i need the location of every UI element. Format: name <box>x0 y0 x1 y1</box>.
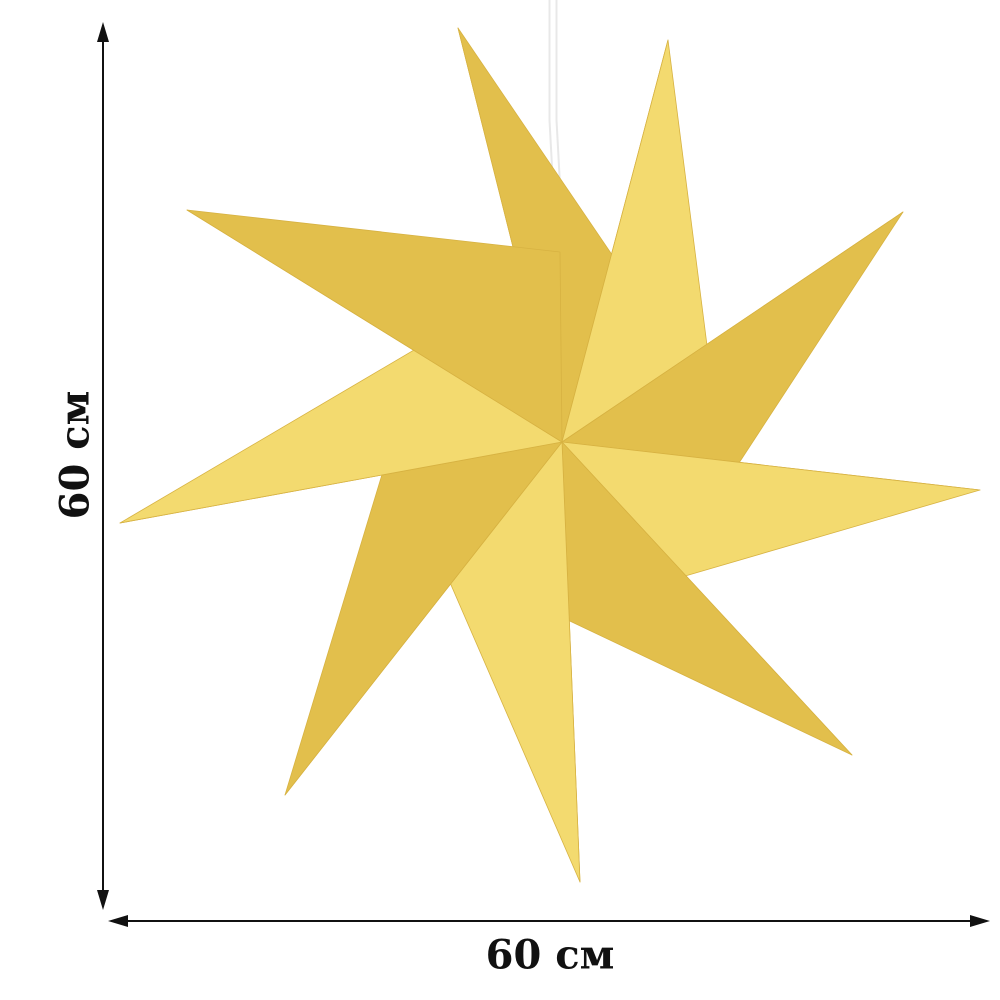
width-label: 60 см <box>485 931 615 979</box>
height-dimension-arrow <box>97 22 109 910</box>
paper-star <box>119 27 981 883</box>
height-label: 60 см <box>51 390 99 520</box>
star-ray-9-right-face <box>186 209 563 443</box>
width-dimension-arrow <box>108 915 990 927</box>
